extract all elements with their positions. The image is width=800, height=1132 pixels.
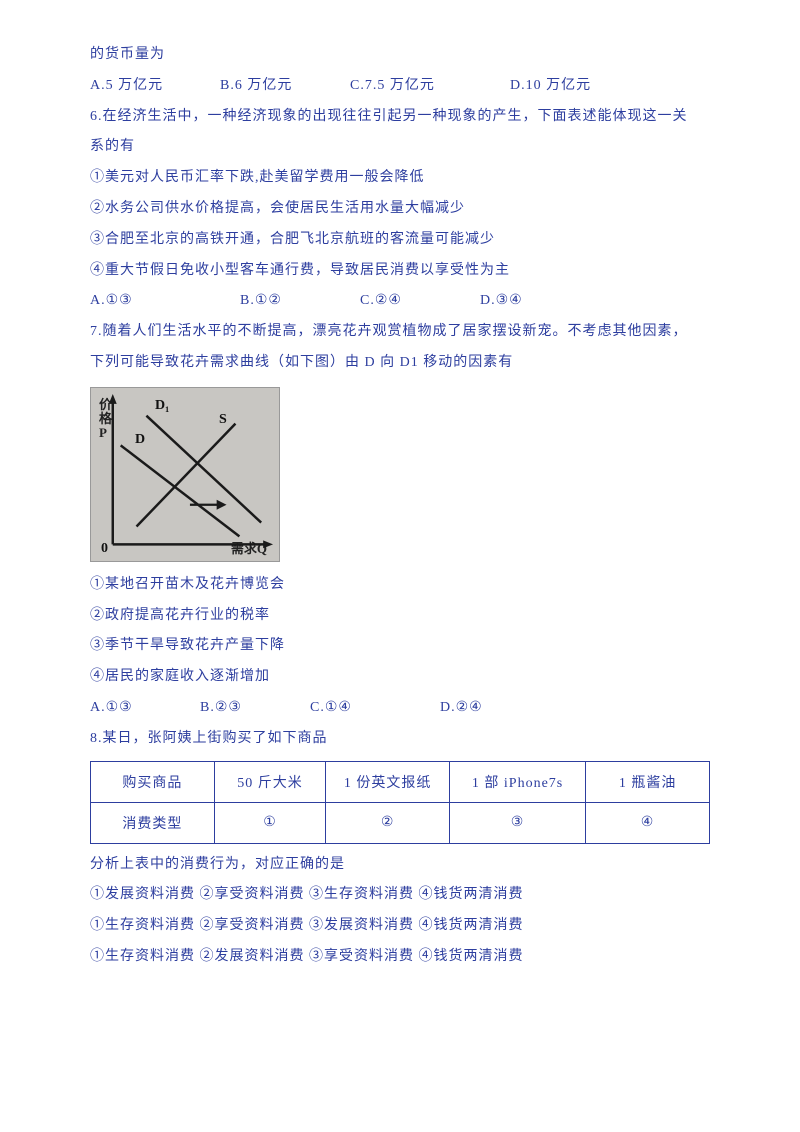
q7-c1: ①某地召开苗木及花卉博览会 [90, 570, 710, 601]
table-cell: ④ [586, 802, 710, 843]
q7-stem-1: 7.随着人们生活水平的不断提高，漂亮花卉观赏植物成了居家摆设新宠。不考虑其他因素… [90, 317, 710, 348]
q7-stem-2: 下列可能导致花卉需求曲线（如下图）由 D 向 D1 移动的因素有 [90, 348, 710, 379]
table-cell: 消费类型 [91, 802, 215, 843]
q8-tail: 分析上表中的消费行为，对应正确的是 [90, 850, 710, 881]
q7-demand-chart: 价格P D₁ D S 0 需求Q [90, 387, 280, 562]
q5-opt-d: D.10 万亿元 [510, 71, 591, 102]
q8-o3: ①生存资料消费 ②发展资料消费 ③享受资料消费 ④钱货两清消费 [90, 942, 710, 973]
q6-c2: ②水务公司供水价格提高，会使居民生活用水量大幅减少 [90, 194, 710, 225]
table-cell: 1 瓶酱油 [586, 761, 710, 802]
q7-options: A.①③ B.②③ C.①④ D.②④ [90, 693, 710, 724]
q8-table: 购买商品 50 斤大米 1 份英文报纸 1 部 iPhone7s 1 瓶酱油 消… [90, 761, 710, 844]
q6-options: A.①③ B.①② C.②④ D.③④ [90, 286, 710, 317]
table-cell: 50 斤大米 [214, 761, 325, 802]
q5-opt-a: A.5 万亿元 [90, 71, 220, 102]
table-cell: 购买商品 [91, 761, 215, 802]
q5-options: A.5 万亿元 B.6 万亿元 C.7.5 万亿元 D.10 万亿元 [90, 71, 710, 102]
q6-opt-c: C.②④ [360, 286, 480, 317]
table-cell: ③ [450, 802, 586, 843]
q7-opt-d: D.②④ [440, 693, 483, 724]
q6-opt-d: D.③④ [480, 286, 523, 317]
table-cell: ① [214, 802, 325, 843]
curve-s [137, 423, 236, 526]
q7-opt-c: C.①④ [310, 693, 440, 724]
q6-c4: ④重大节假日免收小型客车通行费，导致居民消费以享受性为主 [90, 256, 710, 287]
q6-stem-1: 6.在经济生活中，一种经济现象的出现往往引起另一种现象的产生，下面表述能体现这一… [90, 102, 710, 133]
table-row: 购买商品 50 斤大米 1 份英文报纸 1 部 iPhone7s 1 瓶酱油 [91, 761, 710, 802]
q7-c3: ③季节干旱导致花卉产量下降 [90, 631, 710, 662]
q6-c1: ①美元对人民币汇率下跌,赴美留学费用一般会降低 [90, 163, 710, 194]
q7-c4: ④居民的家庭收入逐渐增加 [90, 662, 710, 693]
table-cell: 1 部 iPhone7s [450, 761, 586, 802]
q6-c3: ③合肥至北京的高铁开通，合肥飞北京航班的客流量可能减少 [90, 225, 710, 256]
curve-d1 [146, 415, 261, 522]
q6-opt-b: B.①② [240, 286, 360, 317]
q6-stem-2: 系的有 [90, 132, 710, 163]
chart-svg [91, 388, 279, 561]
q7-c2: ②政府提高花卉行业的税率 [90, 601, 710, 632]
q5-tail-line: 的货币量为 [90, 40, 710, 71]
table-cell: 1 份英文报纸 [326, 761, 450, 802]
q7-opt-b: B.②③ [200, 693, 310, 724]
q7-chart-wrap: 价格P D₁ D S 0 需求Q [90, 387, 710, 562]
q8-o2: ①生存资料消费 ②享受资料消费 ③发展资料消费 ④钱货两清消费 [90, 911, 710, 942]
q8-o1: ①发展资料消费 ②享受资料消费 ③生存资料消费 ④钱货两清消费 [90, 880, 710, 911]
table-cell: ② [326, 802, 450, 843]
q8-stem: 8.某日，张阿姨上街购买了如下商品 [90, 724, 710, 755]
q5-opt-b: B.6 万亿元 [220, 71, 350, 102]
q6-opt-a: A.①③ [90, 286, 240, 317]
q5-opt-c: C.7.5 万亿元 [350, 71, 510, 102]
q7-opt-a: A.①③ [90, 693, 200, 724]
table-row: 消费类型 ① ② ③ ④ [91, 802, 710, 843]
